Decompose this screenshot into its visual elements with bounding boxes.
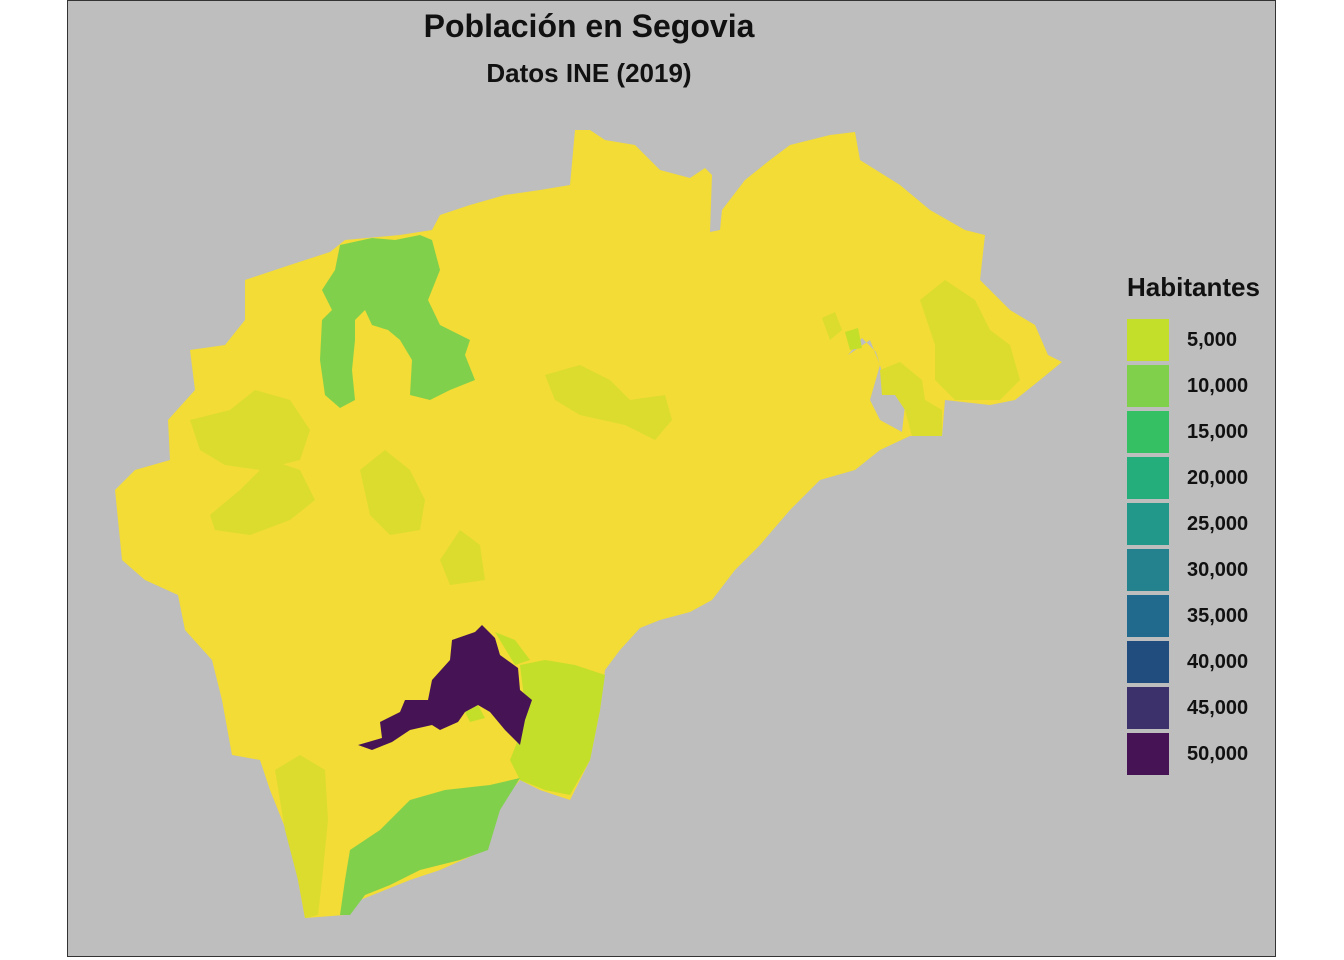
legend-swatch xyxy=(1127,411,1169,453)
legend-swatch xyxy=(1127,457,1169,499)
municipality-small-green xyxy=(845,328,862,350)
legend-swatch xyxy=(1127,365,1169,407)
legend-swatch xyxy=(1127,549,1169,591)
legend-label: 25,000 xyxy=(1187,512,1249,535)
municipality-mid xyxy=(822,312,842,340)
legend-item: 25,000 xyxy=(1127,501,1277,547)
municipality-segovia-capital xyxy=(358,625,532,750)
municipality-mid xyxy=(360,450,425,535)
legend-label: 30,000 xyxy=(1187,558,1249,581)
municipality-small-green xyxy=(495,632,530,665)
municipality-mid xyxy=(190,390,310,470)
legend-swatch xyxy=(1127,503,1169,545)
municipality-el-espinar xyxy=(340,778,520,915)
legend-label: 5,000 xyxy=(1187,328,1238,351)
legend-swatch xyxy=(1127,733,1169,775)
legend-label: 10,000 xyxy=(1187,374,1249,397)
legend-item: 35,000 xyxy=(1127,593,1277,639)
map-title: Población en Segovia xyxy=(423,8,755,44)
municipality-cuellar xyxy=(320,235,475,408)
municipality-small-green xyxy=(465,705,485,722)
municipality-mid xyxy=(920,280,1020,400)
legend-item: 20,000 xyxy=(1127,455,1277,501)
legend-label: 50,000 xyxy=(1187,742,1249,765)
legend-label: 15,000 xyxy=(1187,420,1249,443)
legend-label: 20,000 xyxy=(1187,466,1249,489)
legend: Habitantes 5,000 10,000 15,000 20,000 25,000… xyxy=(1127,272,1277,777)
legend-swatch xyxy=(1127,687,1169,729)
legend-swatch xyxy=(1127,319,1169,361)
municipality-southeast xyxy=(510,660,605,795)
legend-item: 15,000 xyxy=(1127,409,1277,455)
legend-label: 35,000 xyxy=(1187,604,1249,627)
municipality-mid xyxy=(545,365,672,440)
municipality-mid xyxy=(880,362,942,436)
legend-item: 10,000 xyxy=(1127,363,1277,409)
enclave-gap xyxy=(848,338,905,432)
legend-item: 40,000 xyxy=(1127,639,1277,685)
legend-items: 5,000 10,000 15,000 20,000 25,000 30,000 35,00… xyxy=(1127,317,1277,777)
legend-item: 5,000 xyxy=(1127,317,1277,363)
municipality-mid xyxy=(210,460,315,535)
legend-swatch xyxy=(1127,641,1169,683)
legend-swatch xyxy=(1127,595,1169,637)
legend-item: 45,000 xyxy=(1127,685,1277,731)
legend-title: Habitantes xyxy=(1127,272,1260,302)
legend-label: 45,000 xyxy=(1187,696,1249,719)
municipality-mid xyxy=(440,530,485,585)
map-subtitle: Datos INE (2019) xyxy=(486,58,692,88)
legend-label: 40,000 xyxy=(1187,650,1249,673)
municipality-mid xyxy=(275,755,328,918)
legend-item: 30,000 xyxy=(1127,547,1277,593)
legend-item: 50,000 xyxy=(1127,731,1277,777)
